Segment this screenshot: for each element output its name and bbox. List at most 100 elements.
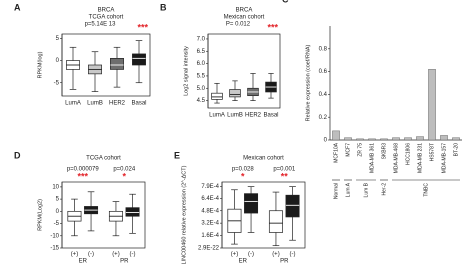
x-tick-label: HS578T: [429, 143, 435, 161]
box: [211, 92, 223, 100]
series-label: (-): [290, 252, 296, 258]
y-tick-label: 0: [324, 138, 328, 144]
x-tick-label: PR: [280, 259, 289, 265]
significance: **: [281, 171, 289, 181]
chart-subtitle: TCGA cohort: [89, 15, 124, 21]
y-axis-label: RPKM(Log2): [37, 199, 43, 231]
chart-subtitle: Mexican cohort: [224, 15, 265, 21]
box: [229, 89, 241, 98]
panel-label: A: [14, 2, 21, 12]
bar: [368, 138, 376, 141]
significance: *: [241, 171, 245, 181]
chart-subtitle: TCGA cohort: [86, 156, 121, 162]
series-label: (-): [130, 252, 136, 258]
significance: ***: [267, 22, 278, 32]
plot-frame: [61, 33, 151, 97]
chart-title: BRCA: [98, 8, 115, 14]
group-label: Lum A: [345, 182, 351, 197]
x-tick-label: LumA: [65, 101, 81, 107]
bar: [428, 69, 436, 141]
p-value: p=5.14E 13: [85, 22, 117, 28]
bar: [344, 137, 352, 141]
p-value: p=0.001: [273, 167, 296, 173]
y-tick-label: 0: [56, 209, 60, 215]
y-tick-label: 7.9E-4: [201, 184, 219, 190]
y-tick-label: 7.0: [197, 37, 206, 43]
series-label: (+): [231, 252, 239, 258]
x-tick-label: SKBR3: [381, 143, 387, 160]
group-label: Lum B: [363, 182, 369, 197]
significance: ***: [137, 22, 148, 32]
series-label: (+): [112, 252, 120, 258]
box: [285, 194, 300, 218]
x-tick-label: LumB: [227, 113, 243, 119]
y-tick-label: 4.8E-4: [201, 208, 219, 214]
bar: [404, 137, 412, 141]
y-axis-label: Relative expression (coef/RNA): [305, 44, 311, 121]
x-tick-label: ZR 75: [357, 143, 363, 157]
y-axis-label: Log2 signal intensity: [183, 46, 189, 96]
x-tick-label: ER: [239, 259, 248, 265]
y-tick-label: 5: [56, 197, 60, 203]
p-value: p=0.024: [113, 167, 136, 173]
bar: [440, 135, 448, 141]
y-tick-label: 0.8: [319, 46, 328, 52]
y-tick-label: 0.2: [319, 115, 328, 121]
series-label: (-): [248, 252, 254, 258]
y-tick-label: 5: [56, 36, 60, 42]
series-label: (+): [272, 252, 280, 258]
significance: *: [122, 171, 126, 181]
series-label: (+): [71, 252, 79, 258]
y-tick-label: 4.5: [197, 98, 206, 104]
x-tick-label: PR: [120, 259, 129, 265]
chart-subtitle: Mexican cohort: [243, 156, 284, 162]
panel-label: D: [14, 150, 21, 160]
x-tick-label: MCF10A: [333, 142, 339, 162]
y-tick-label: 2.9E-22: [198, 246, 220, 252]
bar: [416, 136, 424, 141]
y-tick-label: 6.0: [197, 61, 206, 67]
x-tick-label: HCC1806: [405, 143, 411, 165]
bar: [332, 130, 340, 141]
box: [132, 53, 146, 66]
bar: [380, 138, 388, 141]
y-tick-label: -15: [50, 246, 59, 252]
y-tick-label: 6.5: [197, 49, 206, 55]
y-tick-label: 5.0: [197, 86, 206, 92]
y-tick-label: 10: [52, 184, 59, 190]
y-axis-label: RPKM(log): [37, 51, 43, 78]
y-axis-label: LINC00460 relative expression (2^-ΔCT): [181, 165, 187, 264]
p-value: p=0.028: [232, 167, 255, 173]
x-tick-label: Basal: [131, 101, 146, 107]
x-tick-label: HER2: [109, 101, 126, 107]
y-tick-label: 1.6E-4: [201, 233, 219, 239]
x-tick-label: MDA-MB 231: [417, 143, 423, 173]
x-tick-label: HER2: [245, 113, 262, 119]
p-value: p=0.000079: [67, 167, 100, 173]
y-tick-label: 5.5: [197, 74, 206, 80]
series-label: (-): [88, 252, 94, 258]
panel-label: B: [160, 2, 167, 12]
x-tick-label: LumA: [209, 113, 225, 119]
x-tick-label: ER: [79, 259, 88, 265]
y-tick-label: 0.6: [319, 69, 328, 75]
plot-frame: [61, 181, 146, 249]
y-tick-label: 0: [56, 58, 60, 64]
y-tick-label: 6.4E-4: [201, 196, 219, 202]
bar: [452, 137, 460, 141]
group-label: TNBC: [423, 183, 429, 197]
box: [110, 58, 124, 70]
x-tick-label: MDA-MB 361: [369, 143, 375, 173]
group-label: Normal: [333, 183, 339, 199]
panel-label: E: [174, 150, 180, 160]
box: [244, 193, 259, 214]
y-tick-label: 0.4: [319, 92, 328, 98]
box: [268, 210, 283, 233]
chart-title: BRCA: [236, 8, 253, 14]
bar: [356, 138, 364, 141]
bar: [392, 137, 400, 141]
y-tick-label: 3.2E-4: [201, 221, 219, 227]
group-label: Her-2: [381, 183, 387, 196]
y-tick-label: -5: [54, 80, 60, 86]
